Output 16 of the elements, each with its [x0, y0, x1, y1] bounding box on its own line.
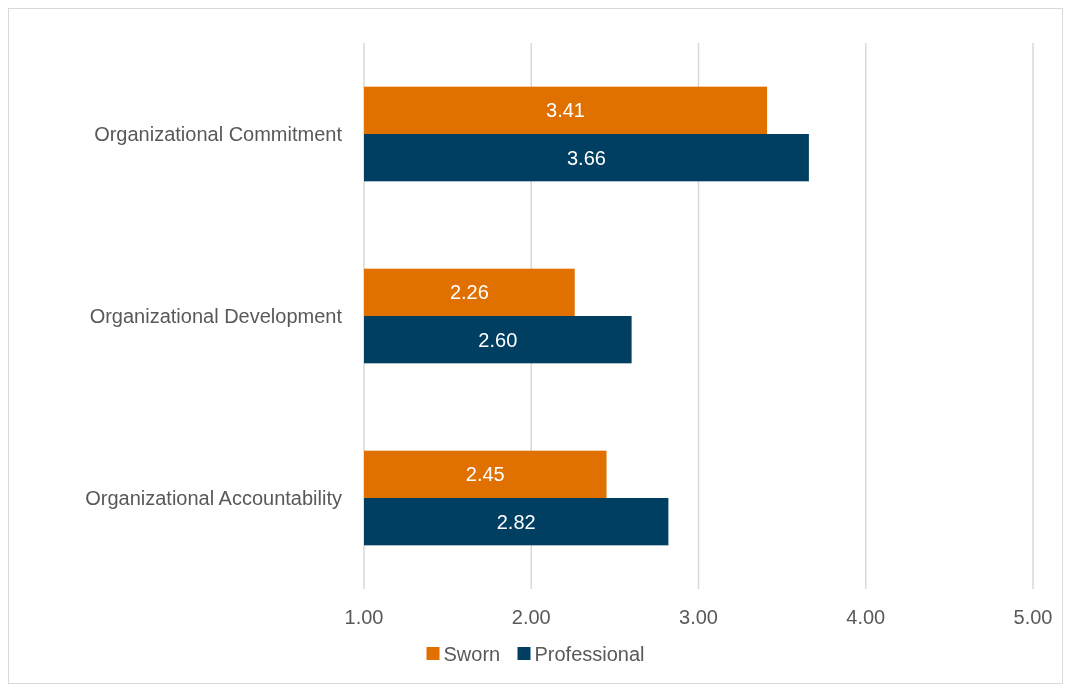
data-label: 3.41: [546, 99, 586, 122]
y-tick-label: Organizational Development: [89, 305, 343, 327]
data-label: 2.45: [465, 463, 505, 486]
legend-label: Professional: [534, 642, 645, 665]
y-tick-label: Organizational Commitment: [94, 123, 343, 145]
x-tick-label: 2.00: [511, 606, 551, 628]
data-label: 2.26: [449, 281, 489, 304]
x-tick-label: 4.00: [846, 606, 886, 628]
x-tick-label: 3.00: [679, 606, 718, 628]
data-label: 2.60: [478, 328, 518, 351]
data-label: 2.82: [496, 510, 536, 533]
legend-label: Sworn: [443, 642, 501, 665]
data-label: 3.66: [566, 146, 606, 169]
y-tick-label: Organizational Accountability: [85, 487, 342, 509]
x-tick-label: 1.00: [344, 606, 384, 628]
x-tick-label: 5.00: [1013, 606, 1053, 628]
